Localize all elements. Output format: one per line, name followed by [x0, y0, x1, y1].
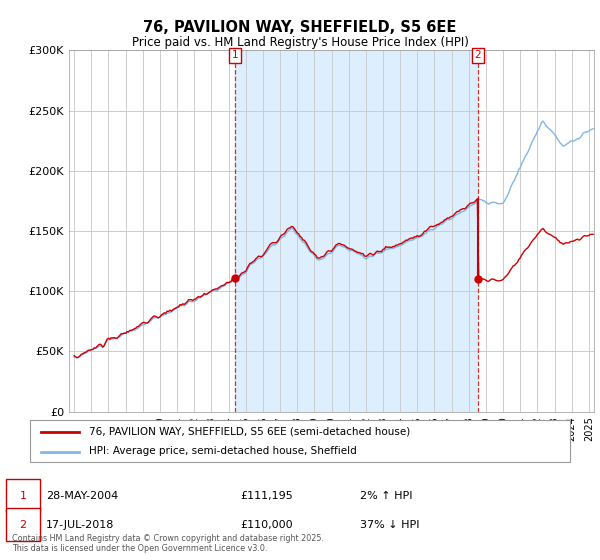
Text: 76, PAVILION WAY, SHEFFIELD, S5 6EE: 76, PAVILION WAY, SHEFFIELD, S5 6EE — [143, 20, 457, 35]
Text: 37% ↓ HPI: 37% ↓ HPI — [360, 520, 419, 530]
Text: 2% ↑ HPI: 2% ↑ HPI — [360, 491, 413, 501]
Text: Price paid vs. HM Land Registry's House Price Index (HPI): Price paid vs. HM Land Registry's House … — [131, 36, 469, 49]
Text: 1: 1 — [20, 491, 26, 501]
Text: £111,195: £111,195 — [240, 491, 293, 501]
Text: 1: 1 — [232, 50, 238, 60]
Text: 2: 2 — [475, 50, 481, 60]
Bar — [235, 50, 478, 412]
Text: 17-JUL-2018: 17-JUL-2018 — [46, 520, 115, 530]
Text: £110,000: £110,000 — [240, 520, 293, 530]
FancyBboxPatch shape — [30, 420, 570, 462]
Text: 76, PAVILION WAY, SHEFFIELD, S5 6EE (semi-detached house): 76, PAVILION WAY, SHEFFIELD, S5 6EE (sem… — [89, 427, 410, 437]
Text: 28-MAY-2004: 28-MAY-2004 — [46, 491, 118, 501]
Text: Contains HM Land Registry data © Crown copyright and database right 2025.
This d: Contains HM Land Registry data © Crown c… — [12, 534, 324, 553]
Text: HPI: Average price, semi-detached house, Sheffield: HPI: Average price, semi-detached house,… — [89, 446, 357, 456]
Text: 2: 2 — [20, 520, 26, 530]
